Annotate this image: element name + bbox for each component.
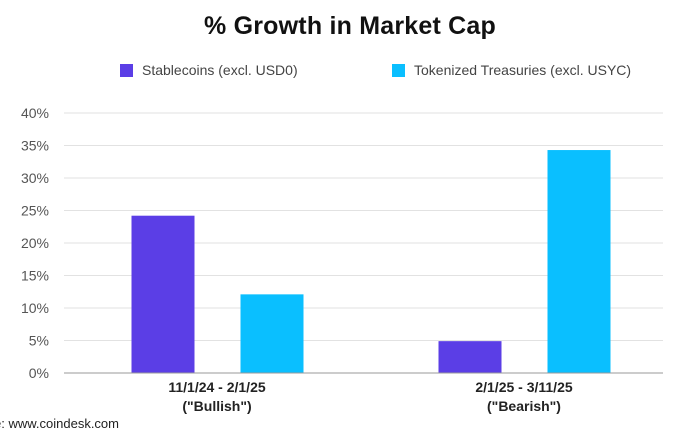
x-category-label: 2/1/25 - 3/11/25 (475, 379, 573, 395)
legend-swatch-tokenized-treasuries (392, 63, 405, 77)
y-tick-label: 25% (21, 203, 49, 219)
y-tick-label: 40% (21, 105, 49, 121)
bar-stablecoins (438, 341, 502, 373)
legend-item-stablecoins: Stablecoins (excl. USD0) (120, 62, 298, 78)
y-tick-label: 5% (29, 333, 49, 349)
x-category-label: 11/1/24 - 2/1/25 (168, 379, 266, 395)
legend-swatch-stablecoins (120, 63, 133, 77)
legend-label-stablecoins: Stablecoins (excl. USD0) (142, 62, 298, 78)
source-note: e: www.coindesk.com (0, 416, 119, 431)
x-category-label: ("Bearish") (487, 398, 561, 414)
y-tick-label: 10% (21, 300, 49, 316)
y-tick-label: 35% (21, 138, 49, 154)
bar-tokenized-treasuries (240, 294, 304, 373)
legend-label-tokenized-treasuries: Tokenized Treasuries (excl. USYC) (414, 62, 632, 78)
bar-tokenized-treasuries (547, 150, 611, 373)
legend-item-tokenized-treasuries: Tokenized Treasuries (excl. USYC) (392, 62, 631, 78)
y-tick-label: 20% (21, 235, 49, 251)
chart-title: % Growth in Market Cap (204, 12, 496, 40)
bar-stablecoins (131, 215, 195, 373)
y-tick-label: 30% (21, 170, 49, 186)
x-category-label: ("Bullish") (182, 398, 251, 414)
y-tick-label: 0% (29, 365, 49, 381)
y-tick-label: 15% (21, 268, 49, 284)
chart-legend: Stablecoins (excl. USD0) Tokenized Treas… (0, 62, 700, 82)
